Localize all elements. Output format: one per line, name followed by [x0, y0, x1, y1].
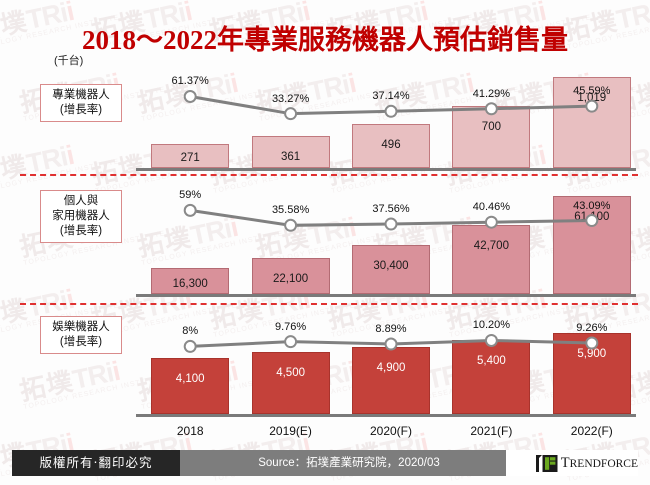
- bar: 1,019: [552, 77, 631, 168]
- bar: 4,500: [251, 352, 330, 414]
- bar-value-label: 42,700: [473, 240, 509, 253]
- category-label-box: 娛樂機器人 (增長率): [40, 316, 122, 354]
- bar-value-label: 4,100: [175, 372, 205, 385]
- growth-rate-label: 61.37%: [171, 75, 209, 88]
- bar-value-label: 16,300: [172, 278, 208, 290]
- bar: 30,400: [352, 245, 430, 294]
- x-axis-tick: 2020(F): [369, 424, 412, 438]
- footer: 版權所有‧翻印必究 Source：拓墣產業研究院，2020/03 TRENDFO…: [12, 450, 638, 476]
- source-label: Source：拓墣產業研究院，2020/03: [180, 450, 531, 476]
- bar: 4,900: [352, 346, 430, 414]
- category-label-line: 娛樂機器人: [52, 321, 110, 333]
- bar: 700: [452, 105, 531, 168]
- trendforce-logo-icon: [535, 454, 558, 472]
- bar-value-label: 4,500: [276, 367, 305, 380]
- bar: 271: [151, 143, 230, 168]
- x-axis-tick: 2022(F): [570, 424, 613, 438]
- line-marker: [484, 215, 498, 229]
- x-axis: 2018 2019(E) 2020(F) 2021(F) 2022(F): [140, 424, 642, 440]
- brand-name: TRENDFORCE: [560, 454, 638, 471]
- x-axis-tick: 2021(F): [470, 424, 513, 438]
- growth-rate-label: 40.46%: [472, 201, 511, 214]
- growth-rate-label: 8.89%: [375, 323, 407, 335]
- bar-value-label: 30,400: [373, 260, 409, 272]
- line-marker: [183, 339, 197, 353]
- bar-value-label: 496: [381, 138, 401, 151]
- unit-label: (千台): [54, 55, 84, 67]
- x-axis-tick: 2019(E): [269, 424, 312, 438]
- line-marker: [585, 214, 599, 228]
- line-marker: [585, 99, 599, 113]
- category-label-box: 個人與家用機器人 (增長率): [40, 190, 122, 243]
- growth-rate-label: 9.26%: [576, 322, 608, 334]
- category-label-line: (增長率): [59, 336, 103, 348]
- category-label-line: 家用機器人: [52, 210, 110, 222]
- growth-rate-label: 41.29%: [472, 87, 511, 100]
- line-marker: [183, 203, 197, 217]
- axis-baseline: [136, 168, 636, 171]
- growth-rate-label: 45.59%: [573, 85, 611, 98]
- category-label-line: (增長率): [59, 225, 103, 237]
- bar: 361: [251, 135, 330, 168]
- bar-value-label: 5,900: [577, 348, 607, 361]
- line-marker: [183, 89, 197, 103]
- panel-divider-2: [20, 303, 638, 305]
- growth-rate-label: 43.09%: [573, 199, 611, 212]
- growth-rate-line: [183, 89, 599, 121]
- line-marker: [384, 337, 398, 351]
- panel-entertainment-robots: 娛樂機器人 (增長率) 4,100 4,500 4,900 5,400 5,900 8% 9.7…: [0, 308, 650, 418]
- growth-rate-label: 37.56%: [372, 203, 410, 216]
- bar: 5,400: [452, 340, 531, 414]
- growth-rate-label: 59%: [179, 189, 202, 202]
- growth-rate-label: 8%: [182, 325, 199, 338]
- category-label-line: (增長率): [59, 104, 103, 116]
- line-marker: [484, 333, 498, 347]
- brand-logo: TRENDFORCE: [506, 450, 638, 476]
- bar-value-label: 361: [281, 150, 301, 163]
- line-marker: [384, 217, 398, 231]
- line-marker: [384, 104, 398, 118]
- bar: 496: [352, 123, 430, 168]
- bar-value-label: 700: [481, 120, 501, 133]
- bar: 4,100: [151, 357, 230, 414]
- copyright-label: 版權所有‧翻印必究: [12, 450, 193, 476]
- page-title: 2018～2022年專業服務機器人預估銷售量: [82, 25, 568, 55]
- growth-rate-label: 9.76%: [274, 320, 307, 333]
- bar: 16,300: [151, 267, 230, 294]
- line-marker: [284, 218, 298, 232]
- growth-rate-label: 33.27%: [271, 92, 310, 105]
- growth-rate-label: 37.14%: [372, 90, 410, 103]
- x-axis-tick: 2018: [176, 424, 204, 438]
- category-label-line: 個人與: [63, 195, 99, 207]
- bar-value-label: 4,900: [376, 361, 406, 374]
- bar-value-label: 1,019: [577, 92, 607, 105]
- growth-rate-line: [183, 203, 599, 232]
- line-marker: [585, 336, 599, 350]
- growth-rate-label: 10.20%: [472, 319, 511, 332]
- growth-rate-label: 35.58%: [271, 204, 310, 217]
- bar-value-label: 22,100: [273, 273, 309, 286]
- line-marker: [284, 335, 298, 349]
- category-label-line: 專業機器人: [52, 89, 110, 101]
- bar-value-label: 271: [180, 152, 200, 164]
- axis-baseline: [136, 414, 636, 417]
- line-marker: [484, 102, 498, 116]
- bar: 42,700: [452, 225, 531, 294]
- category-label-box: 專業機器人 (增長率): [40, 84, 122, 122]
- panel-divider-1: [20, 174, 638, 176]
- growth-rate-line: [183, 333, 599, 353]
- panel-professional-robots: 專業機器人 (增長率) 271 361 496 700 1,019 61.37% 33.27% 3…: [0, 62, 650, 172]
- line-marker: [284, 107, 298, 121]
- bar: 22,100: [251, 258, 330, 294]
- axis-baseline: [136, 294, 636, 297]
- bar-value-label: 5,400: [477, 355, 506, 368]
- panel-personal-domestic-robots: 個人與家用機器人(增長率)16,30022,10030,40042,70061,…: [0, 180, 650, 298]
